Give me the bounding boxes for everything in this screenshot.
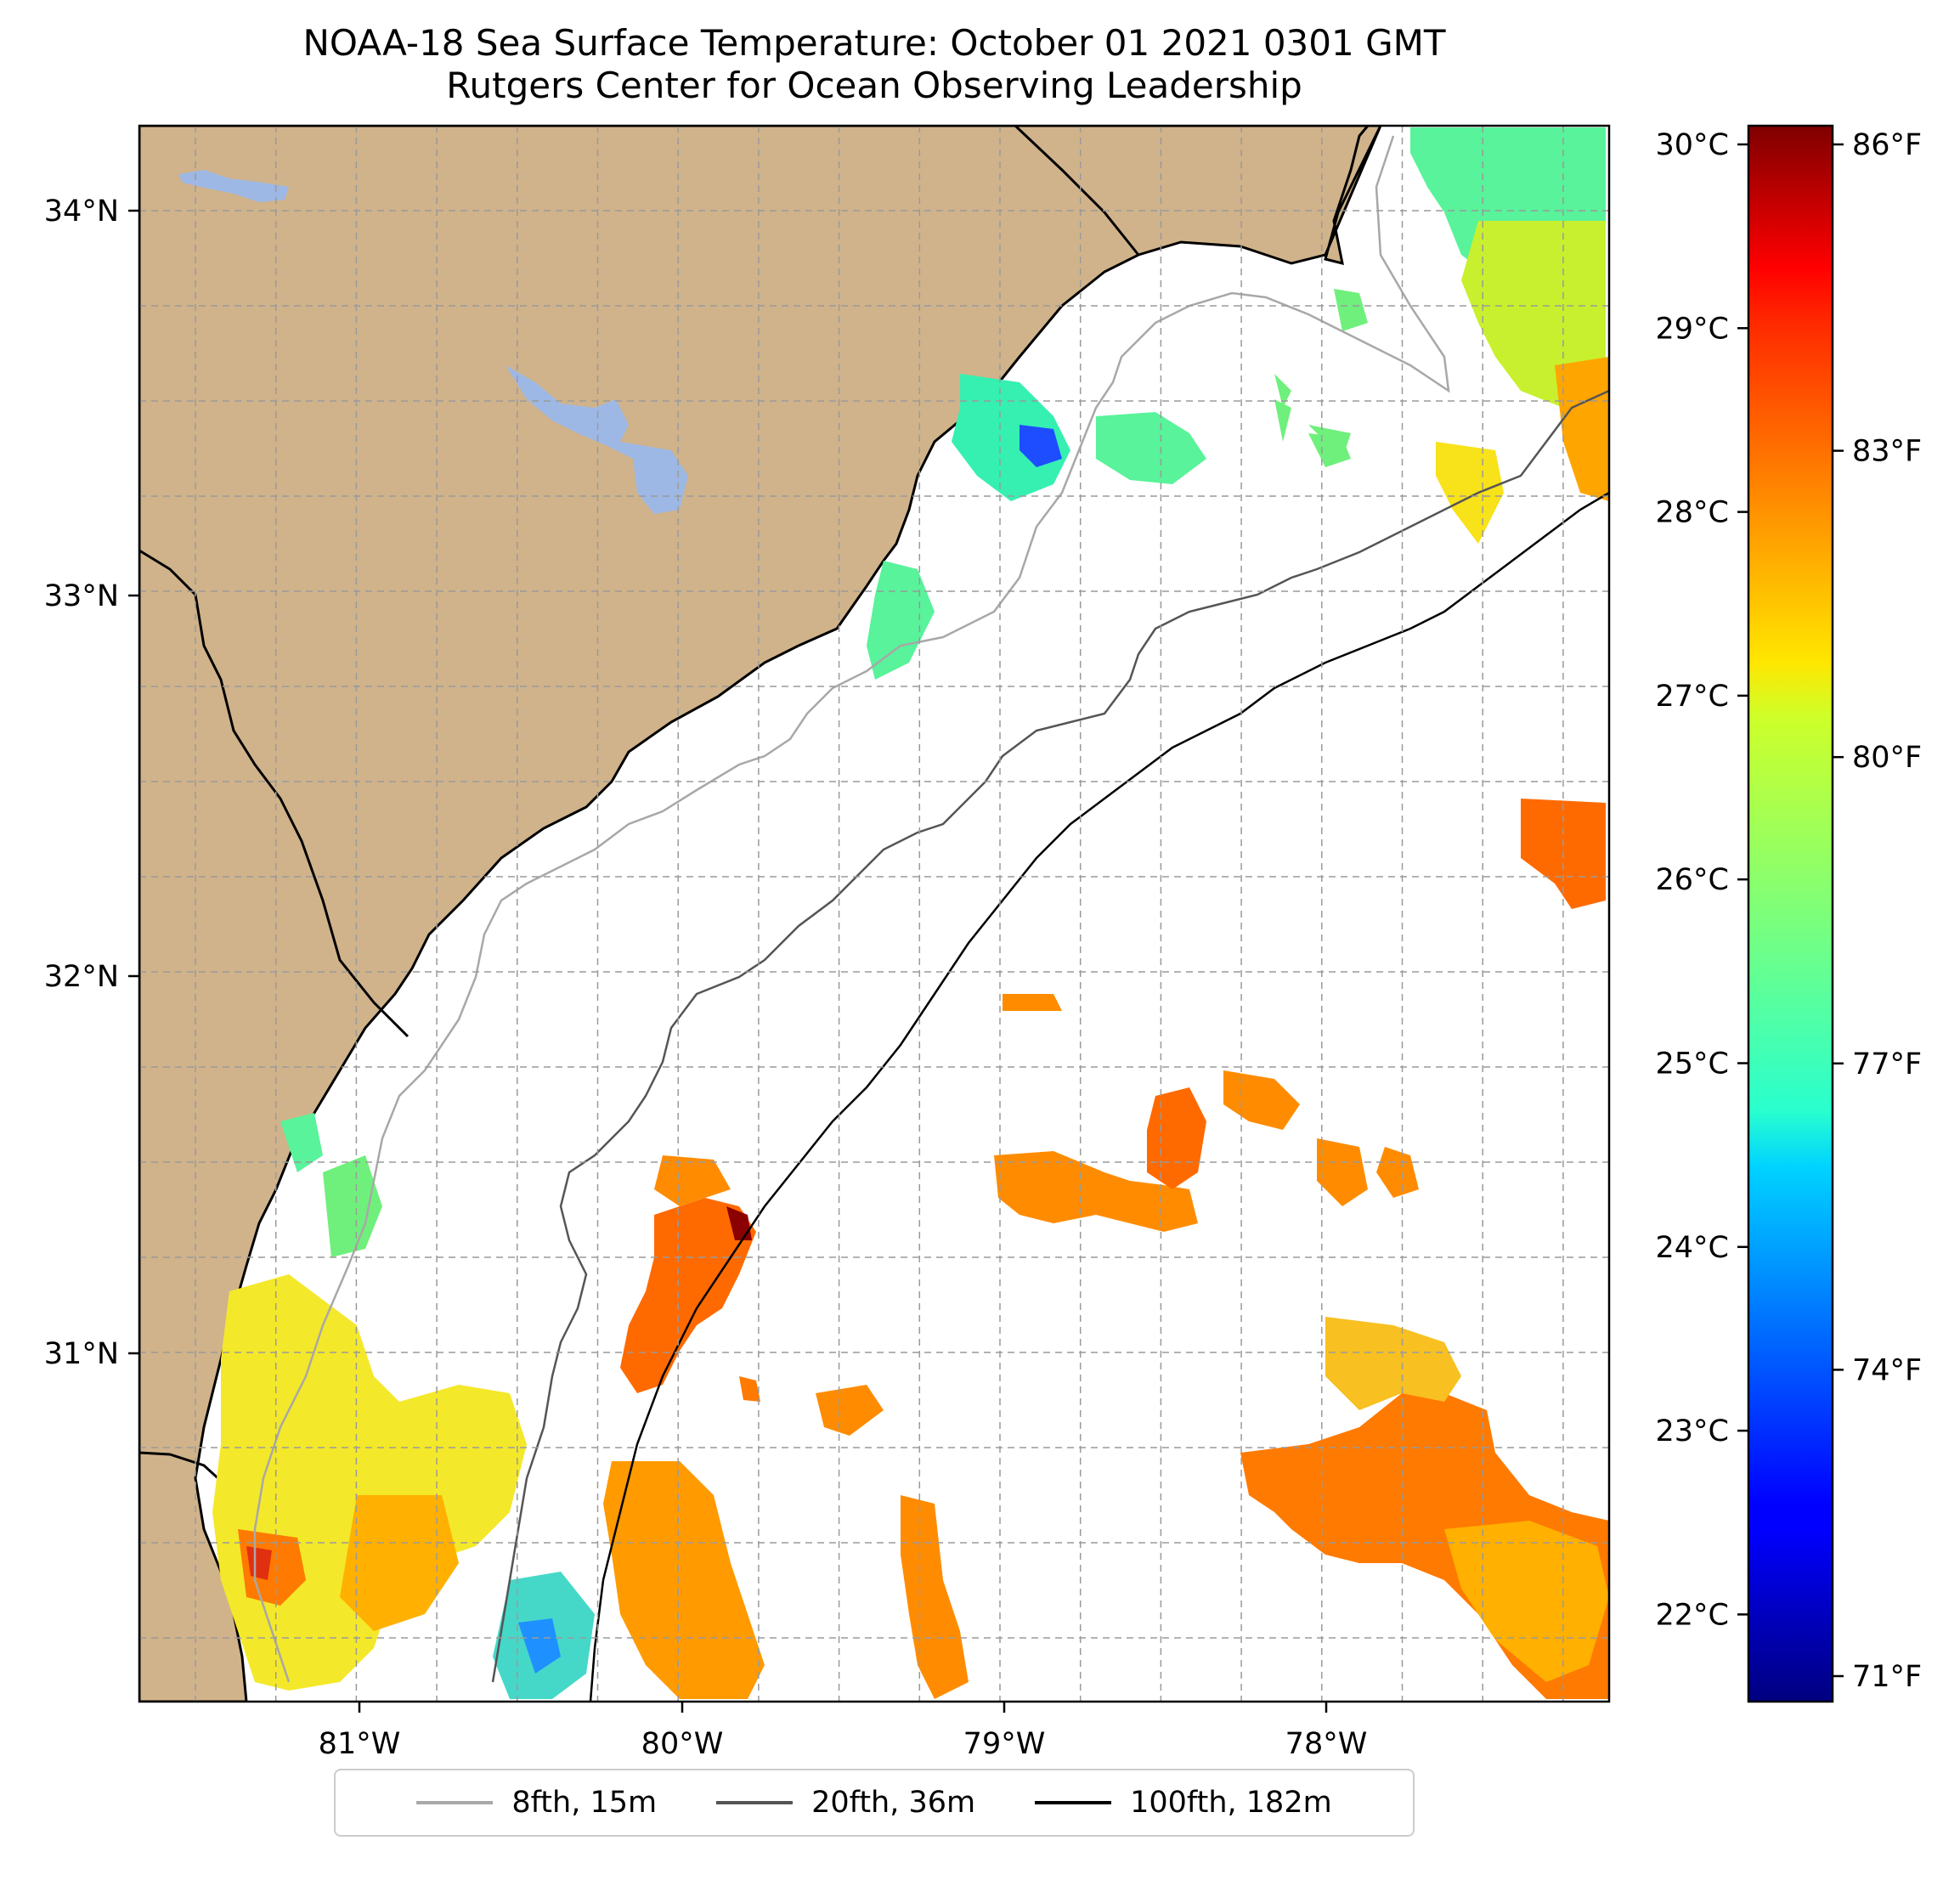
title-line-2: Rutgers Center for Ocean Observing Leade… bbox=[446, 65, 1302, 106]
lon-label-78: 78°W bbox=[1285, 1727, 1368, 1761]
legend-swatch-8fth bbox=[416, 1801, 494, 1804]
state-boundary-fl bbox=[139, 1451, 224, 1484]
map-area bbox=[139, 126, 1609, 1702]
contour-8fth bbox=[253, 135, 1450, 1683]
lake-moultrie bbox=[178, 170, 289, 202]
lat-label-32: 32°N bbox=[44, 960, 119, 994]
legend-item-100fth: 100fth, 182m bbox=[1035, 1786, 1332, 1820]
lon-label-80: 80°W bbox=[641, 1727, 724, 1761]
lon-label-79: 79°W bbox=[963, 1727, 1046, 1761]
lat-label-31: 31°N bbox=[44, 1337, 119, 1371]
legend-label-20fth: 20fth, 36m bbox=[811, 1786, 976, 1820]
contour-20fth bbox=[491, 389, 1609, 1683]
gridlines bbox=[139, 126, 1609, 1702]
title-line-1: NOAA-18 Sea Surface Temperature: October… bbox=[302, 22, 1446, 64]
legend-swatch-20fth bbox=[716, 1801, 794, 1804]
legend-label-8fth: 8fth, 15m bbox=[511, 1786, 658, 1820]
legend-swatch-100fth bbox=[1035, 1801, 1112, 1804]
legend-label-100fth: 100fth, 182m bbox=[1130, 1786, 1332, 1820]
contour-100fth bbox=[589, 491, 1609, 1702]
lat-label-34: 34°N bbox=[44, 195, 119, 229]
lat-label-33: 33°N bbox=[44, 579, 119, 613]
lon-label-81: 81°W bbox=[319, 1727, 401, 1761]
state-boundary bbox=[1014, 126, 1140, 256]
lake-marion bbox=[506, 365, 688, 514]
sst-patches bbox=[212, 127, 1609, 1699]
latitude-ticks: 34°N 33°N 32°N 31°N bbox=[44, 195, 139, 1371]
legend: 8fth, 15m 20fth, 36m 100fth, 182m bbox=[334, 1769, 1415, 1837]
legend-item-20fth: 20fth, 36m bbox=[716, 1786, 975, 1820]
map-title: NOAA-18 Sea Surface Temperature: October… bbox=[139, 22, 1609, 107]
map-frame bbox=[138, 124, 1611, 1703]
longitude-ticks: 81°W 80°W 79°W 78°W bbox=[319, 1702, 1368, 1761]
legend-item-8fth: 8fth, 15m bbox=[416, 1786, 657, 1820]
